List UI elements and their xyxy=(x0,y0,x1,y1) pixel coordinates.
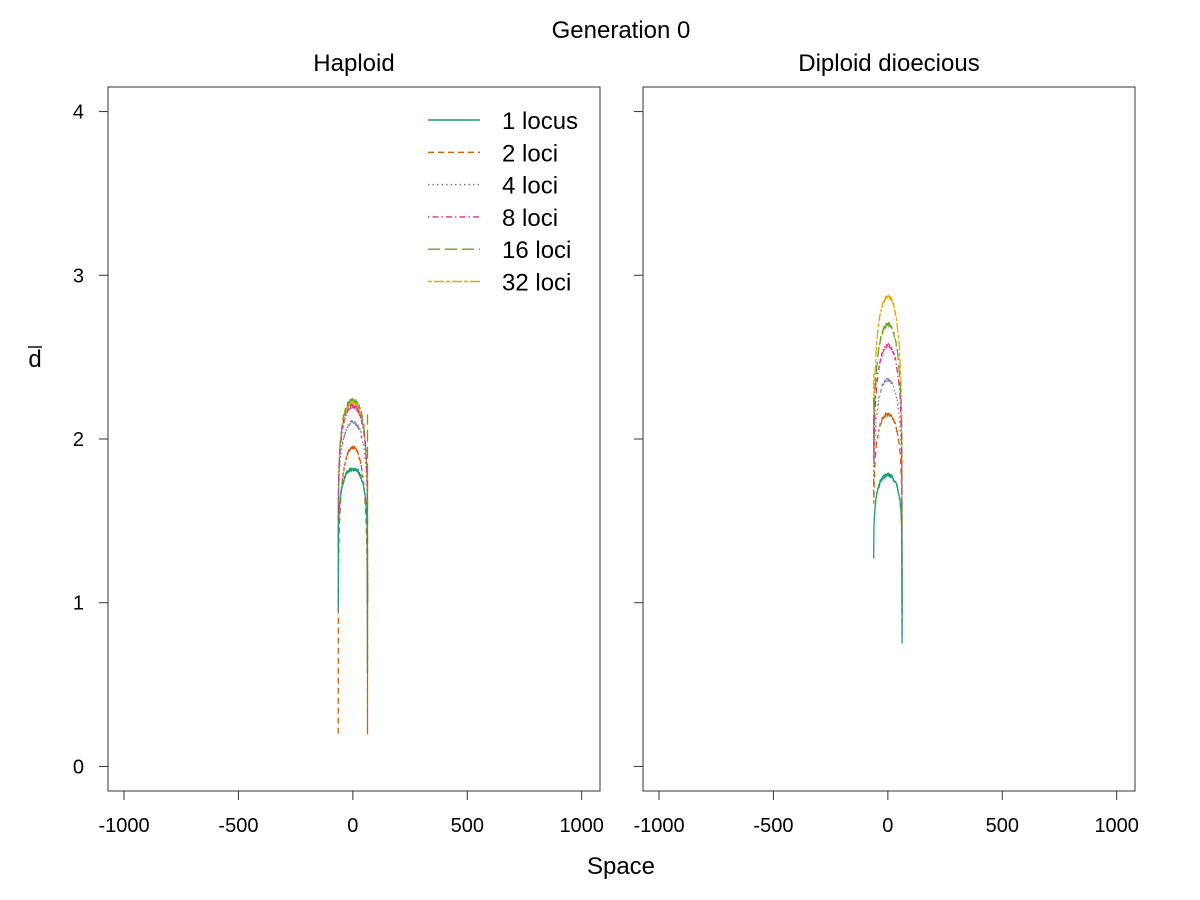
series-line-1-locus xyxy=(337,467,369,674)
series-line-2-loci xyxy=(337,444,369,735)
series-group xyxy=(337,397,369,735)
y-tick-label: 0 xyxy=(73,756,84,778)
figure-title: Generation 0 xyxy=(552,17,691,44)
legend-label-32-loci: 32 loci xyxy=(502,270,571,297)
x-tick-label: -1000 xyxy=(98,815,149,837)
y-tick-label: 1 xyxy=(73,593,84,615)
series-line-8-loci xyxy=(337,402,369,602)
y-axis-label: d xyxy=(28,346,41,373)
plot-frame xyxy=(642,86,1136,792)
series-line-4-loci xyxy=(337,418,369,604)
y-tick-label: 2 xyxy=(73,429,84,451)
series-line-2-loci xyxy=(873,411,903,636)
x-tick-label: 1000 xyxy=(1094,815,1139,837)
series-line-1-locus xyxy=(873,472,903,644)
y-tick-label: 4 xyxy=(73,102,84,124)
legend-label-2-loci: 2 loci xyxy=(502,140,558,167)
y-tick-label: 3 xyxy=(73,265,84,287)
x-axis-label: Space xyxy=(587,853,655,880)
x-tick-label: 500 xyxy=(451,815,484,837)
series-line-16-loci xyxy=(873,321,903,611)
panel-haploid: Haploid -1000 -500 0 500 1000 0 1 2 3 4 1 locus 2 lo… xyxy=(73,50,604,837)
x-tick-label: 500 xyxy=(986,815,1019,837)
legend: 1 locus 2 loci 4 loci 8 loci 16 loci 32 loci xyxy=(428,108,578,297)
series-line-16-loci xyxy=(337,397,369,603)
legend-label-8-loci: 8 loci xyxy=(502,205,558,232)
panel-title: Diploid dioecious xyxy=(798,50,979,77)
y-axis-label-group: d xyxy=(28,346,42,373)
x-tick-label: 0 xyxy=(347,815,358,837)
panel-title: Haploid xyxy=(313,50,394,77)
x-tick-label: 1000 xyxy=(559,815,604,837)
x-tick-label: -500 xyxy=(753,815,793,837)
x-tick-label: -1000 xyxy=(633,815,684,837)
series-line-8-loci xyxy=(873,342,903,620)
series-line-32-loci xyxy=(873,294,903,605)
legend-label-1-locus: 1 locus xyxy=(502,108,578,135)
panel-diploid-dioecious: Diploid dioecious -1000 -500 0 500 1000 xyxy=(633,50,1139,837)
x-tick-label: 0 xyxy=(882,815,893,837)
legend-label-16-loci: 16 loci xyxy=(502,237,571,264)
x-tick-label: -500 xyxy=(218,815,258,837)
series-group xyxy=(873,294,903,644)
legend-label-4-loci: 4 loci xyxy=(502,173,558,200)
series-line-4-loci xyxy=(873,377,903,628)
